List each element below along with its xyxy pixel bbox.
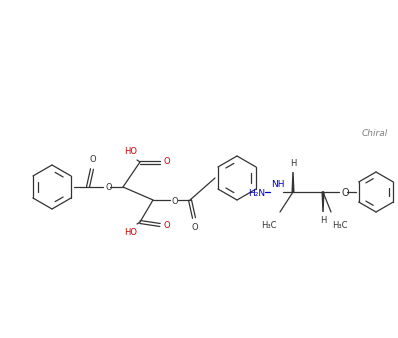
Text: HO: HO <box>124 228 137 237</box>
Text: H: H <box>290 159 296 168</box>
Text: HO: HO <box>124 147 137 156</box>
Text: Chiral: Chiral <box>362 128 388 138</box>
Text: O: O <box>172 196 179 206</box>
Text: O: O <box>90 155 96 164</box>
Text: H₂N: H₂N <box>248 190 265 198</box>
Polygon shape <box>322 192 324 212</box>
Text: H₃C: H₃C <box>332 221 347 230</box>
Text: O: O <box>163 158 170 167</box>
Text: NH: NH <box>271 180 285 189</box>
Text: H: H <box>320 216 326 225</box>
Polygon shape <box>292 172 294 192</box>
Text: O: O <box>341 188 349 198</box>
Text: O: O <box>192 223 198 232</box>
Text: H₃C: H₃C <box>261 221 277 230</box>
Text: O: O <box>163 220 170 230</box>
Text: O: O <box>105 184 111 193</box>
